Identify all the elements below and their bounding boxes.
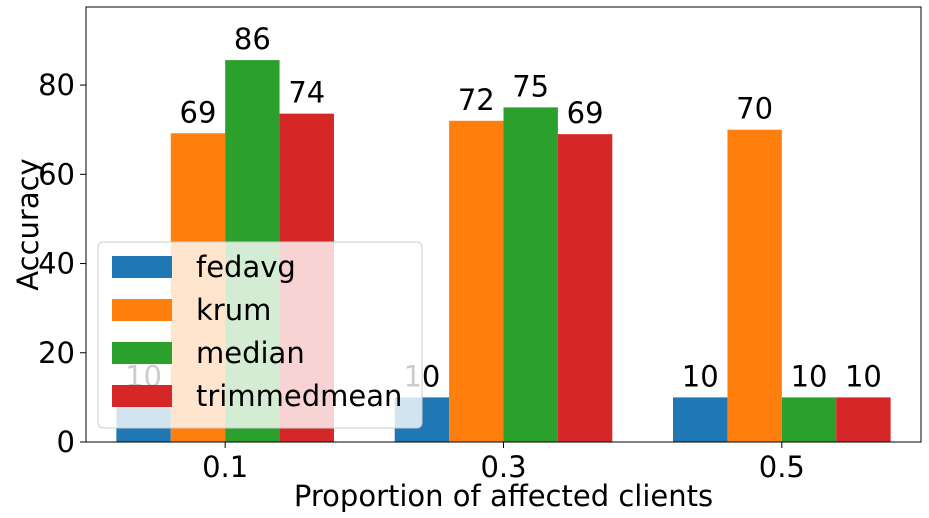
bar-fedavg-0.5 xyxy=(673,397,728,442)
bar-trimmedmean-0.3 xyxy=(557,134,613,442)
data-label-median-0.5: 10 xyxy=(791,359,828,393)
data-label-trimmedmean-0.3: 69 xyxy=(567,96,604,130)
y-tick-label: 40 xyxy=(38,247,75,281)
x-tick-label: 0.3 xyxy=(480,450,526,484)
legend-label-median: median xyxy=(196,336,305,370)
data-label-trimmedmean-0.5: 10 xyxy=(845,359,882,393)
bar-trimmedmean-0.5 xyxy=(836,397,891,442)
legend-label-krum: krum xyxy=(196,293,271,327)
y-axis-label: Accuracy xyxy=(11,158,45,290)
legend-box xyxy=(97,241,423,429)
x-tick-label: 0.1 xyxy=(202,450,248,484)
y-tick-label: 20 xyxy=(38,336,75,370)
x-tick-label: 0.5 xyxy=(759,450,805,484)
y-axis: 0 20 40 60 80 xyxy=(38,68,86,459)
data-label-krum-0.3: 72 xyxy=(458,83,495,117)
data-label-krum-0.1: 69 xyxy=(180,95,217,129)
legend-label-trimmedmean: trimmedmean xyxy=(196,379,402,413)
bar-median-0.5 xyxy=(781,397,837,442)
bar-krum-0.5 xyxy=(727,129,782,442)
legend-label-fedavg: fedavg xyxy=(196,250,296,284)
legend-swatch-median xyxy=(112,342,172,364)
legend-swatch-krum xyxy=(112,299,172,321)
bar-median-0.3 xyxy=(503,107,558,442)
legend: fedavg krum median trimmedmean xyxy=(97,241,423,429)
data-label-median-0.3: 75 xyxy=(512,69,549,103)
data-label-krum-0.5: 70 xyxy=(736,92,773,126)
legend-swatch-fedavg xyxy=(112,256,172,278)
data-label-median-0.1: 86 xyxy=(234,22,271,56)
legend-swatch-trimmedmean xyxy=(112,385,172,407)
y-tick-label: 0 xyxy=(57,425,75,459)
y-tick-label: 60 xyxy=(38,157,75,191)
data-label-fedavg-0.5: 10 xyxy=(682,359,719,393)
x-axis: 0.1 0.3 0.5 xyxy=(202,442,805,484)
data-label-trimmedmean-0.1: 74 xyxy=(288,76,325,110)
bar-krum-0.3 xyxy=(449,120,504,443)
x-axis-label: Proportion of affected clients xyxy=(294,479,713,513)
y-tick-label: 80 xyxy=(38,68,75,102)
